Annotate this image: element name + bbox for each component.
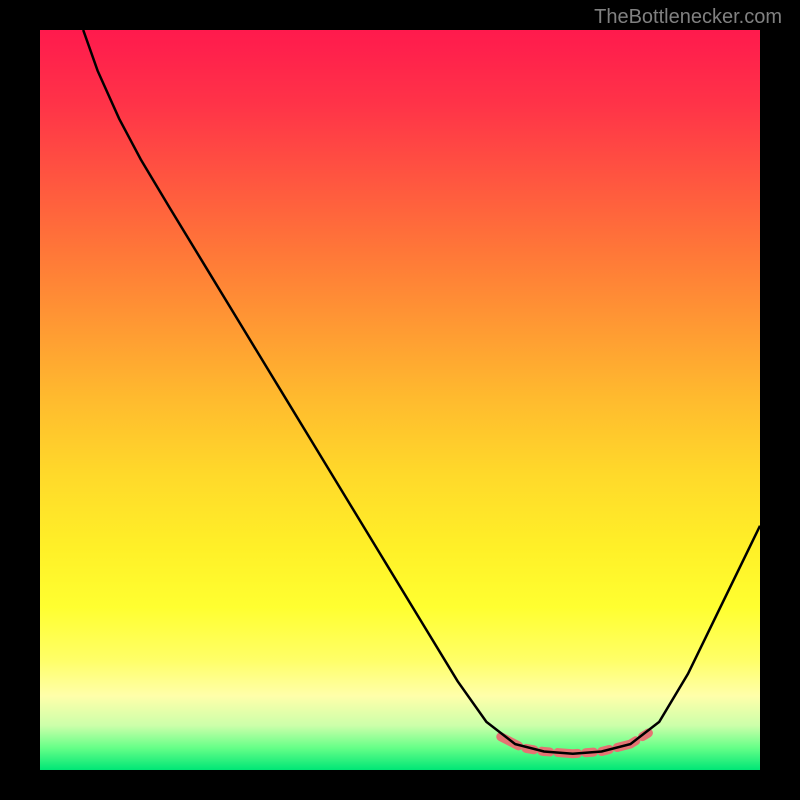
watermark-text: TheBottlenecker.com bbox=[594, 6, 782, 29]
chart-svg bbox=[40, 30, 760, 770]
chart-background bbox=[40, 30, 760, 770]
chart-plot-area bbox=[40, 30, 760, 770]
